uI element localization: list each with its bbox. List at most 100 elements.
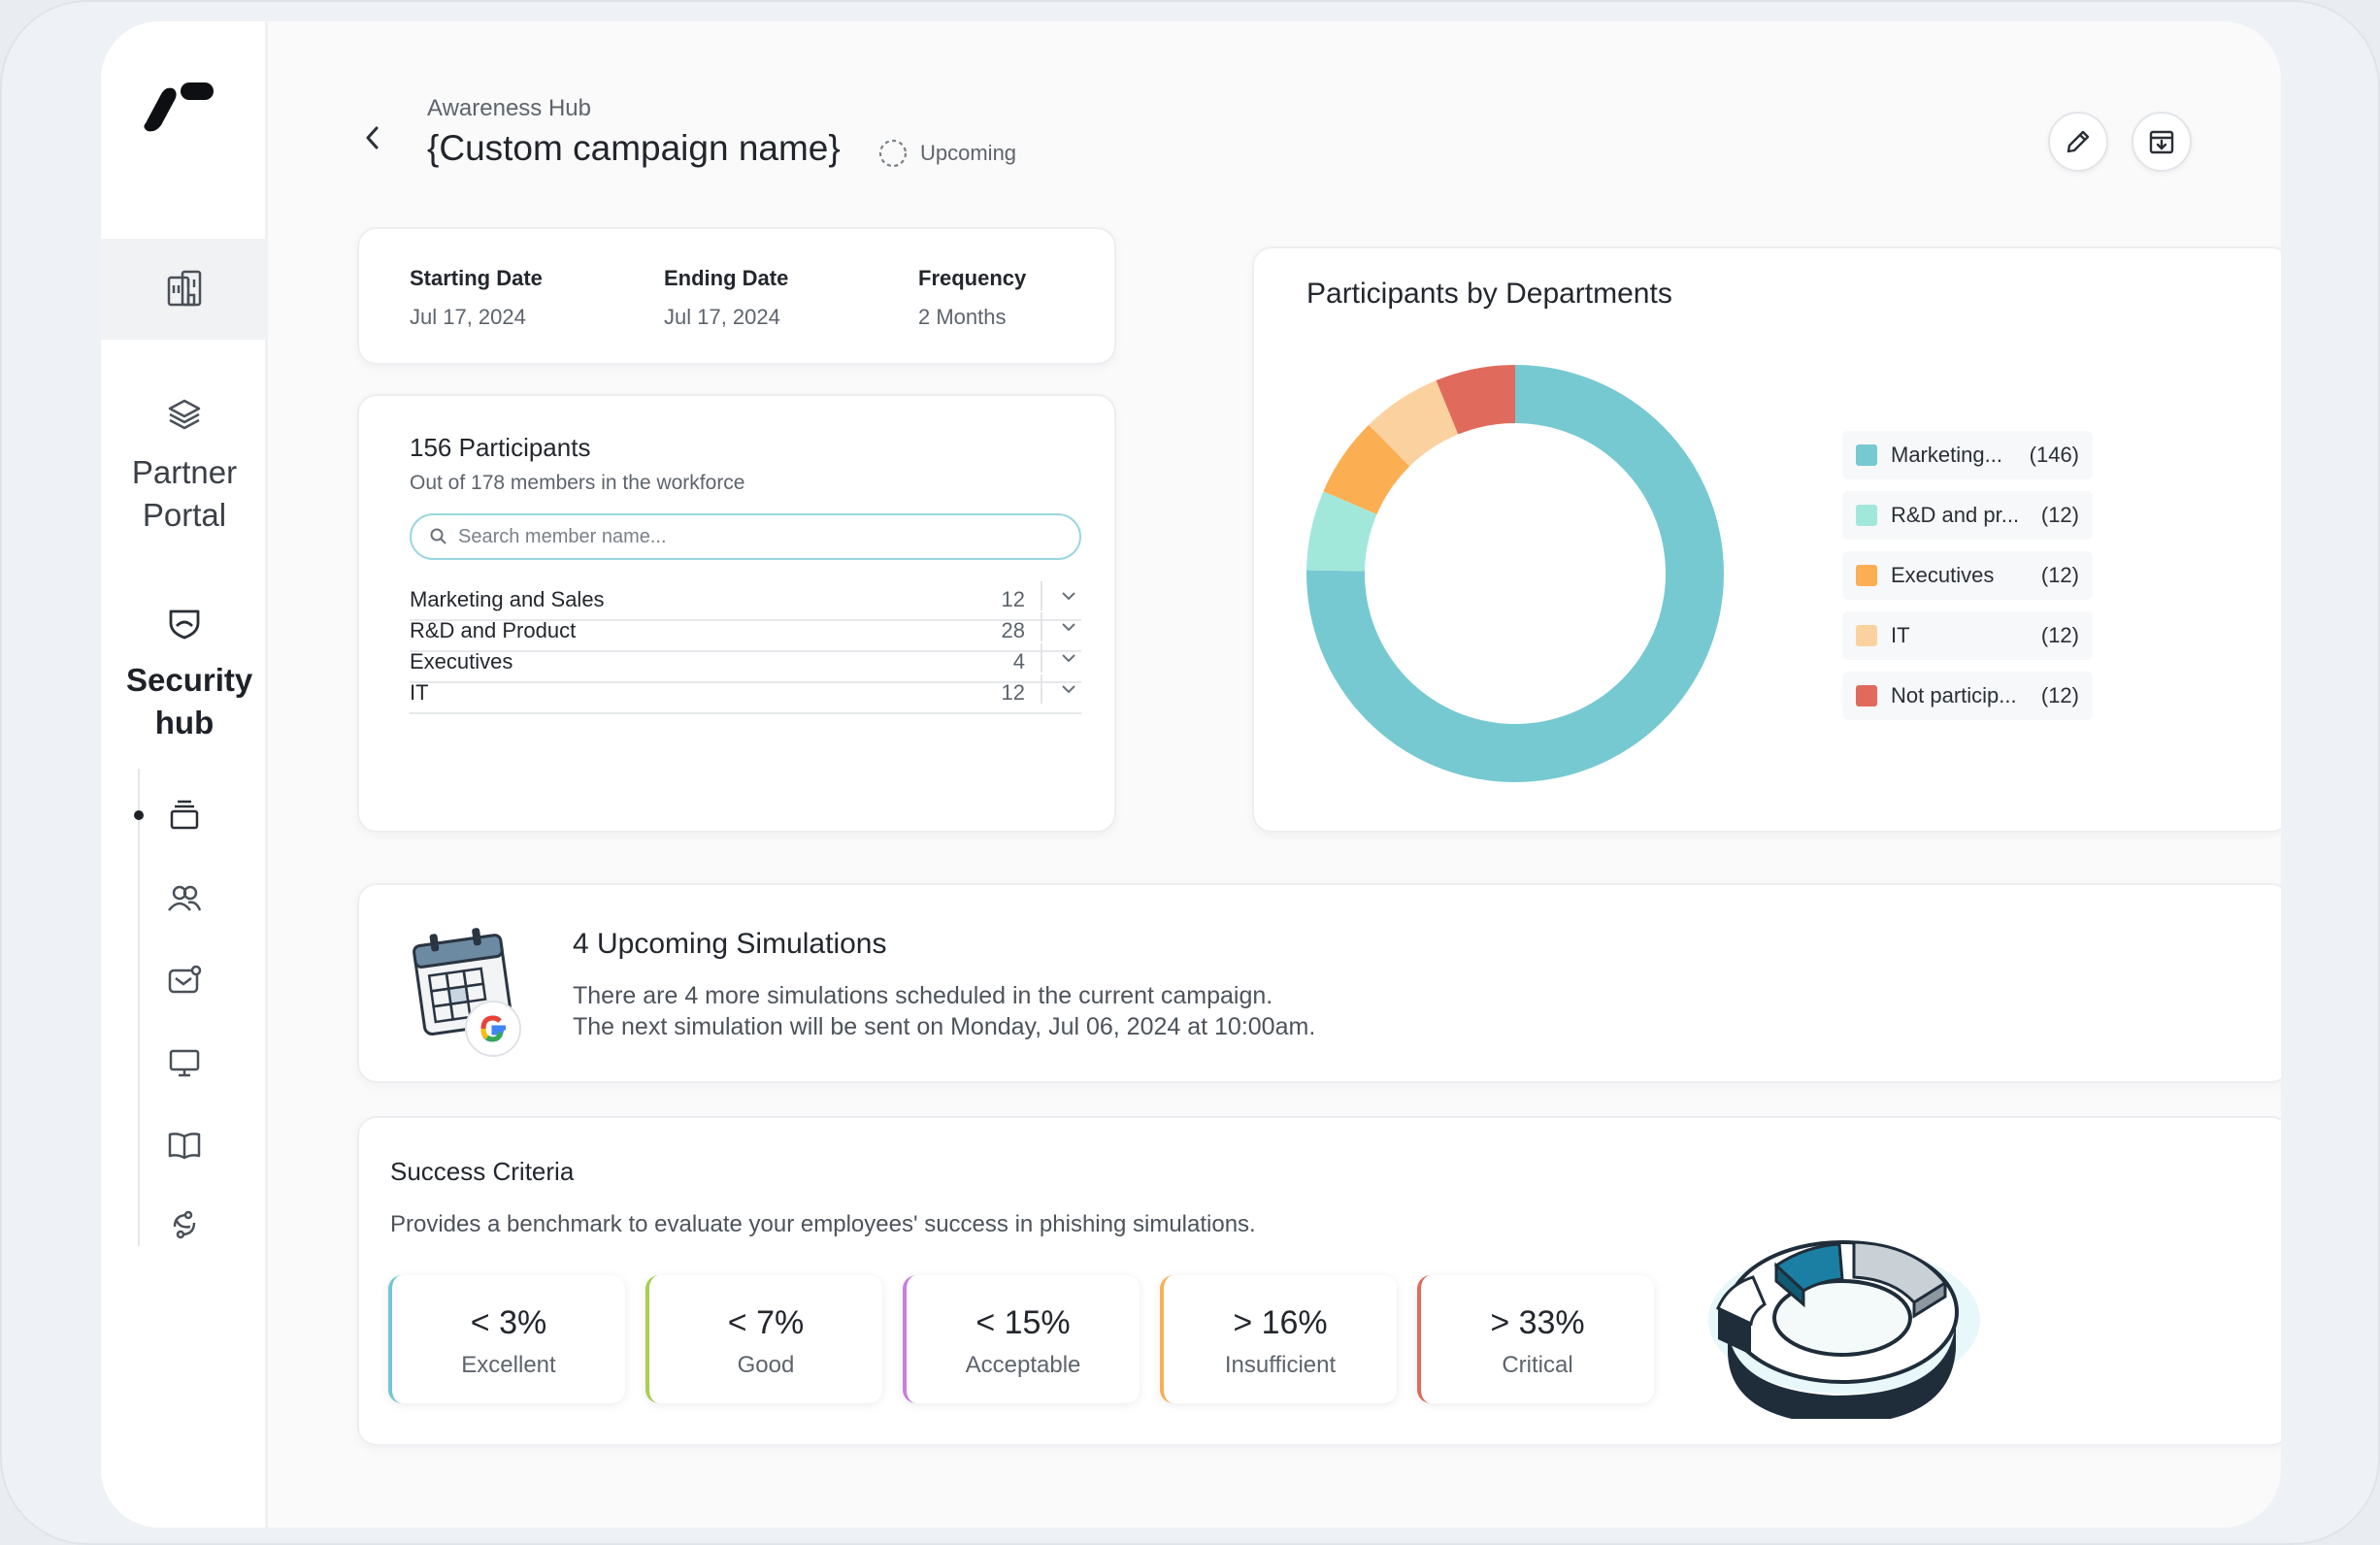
donut-slice-2[interactable] bbox=[1323, 424, 1410, 514]
frequency-value: 2 Months bbox=[918, 305, 1007, 329]
stack-icon bbox=[170, 800, 199, 830]
chevron-down-icon[interactable] bbox=[1056, 684, 1081, 694]
department-name: Marketing and Sales bbox=[410, 587, 605, 611]
users-icon bbox=[168, 885, 202, 911]
department-count: 4 bbox=[1012, 649, 1025, 674]
chevron-down-icon[interactable] bbox=[1056, 591, 1081, 601]
sidebar: Partner Portal Security hub bbox=[101, 21, 268, 1528]
success-title: Success Criteria bbox=[390, 1157, 575, 1186]
monitor-icon bbox=[169, 1049, 200, 1077]
legend-value: (12) bbox=[2040, 563, 2079, 587]
subnav-learning[interactable] bbox=[163, 1124, 206, 1167]
frequency-label: Frequency bbox=[918, 266, 1027, 290]
donut-slice-4[interactable] bbox=[1436, 365, 1515, 435]
legend-value: (12) bbox=[2040, 623, 2079, 647]
search-field[interactable] bbox=[410, 513, 1081, 560]
divider bbox=[1041, 581, 1042, 610]
criteria-percent: < 15% bbox=[975, 1304, 1071, 1341]
legend-label: R&D and pr... bbox=[1891, 503, 2020, 527]
legend-item[interactable]: Executives (12) bbox=[1842, 551, 2093, 600]
legend-item[interactable]: Marketing... (146) bbox=[1842, 431, 2093, 479]
department-row[interactable]: R&D and Product 28 bbox=[410, 604, 1081, 652]
department-row[interactable]: Marketing and Sales 12 bbox=[410, 573, 1081, 621]
legend-swatch bbox=[1856, 444, 1877, 466]
mail-notification-icon bbox=[168, 965, 202, 994]
department-row[interactable]: IT 12 bbox=[410, 666, 1081, 714]
ring-chart-illustration bbox=[1708, 1240, 1980, 1419]
simulations-title: 4 Upcoming Simulations bbox=[573, 928, 887, 960]
donut-slice-1[interactable] bbox=[1306, 491, 1377, 572]
chart-title: Participants by Departments bbox=[1306, 278, 1672, 310]
breadcrumb[interactable]: Awareness Hub bbox=[427, 95, 591, 121]
legend-swatch bbox=[1856, 565, 1877, 586]
criteria-label: Acceptable bbox=[965, 1352, 1081, 1378]
success-criteria-card: Success Criteria Provides a benchmark to… bbox=[357, 1116, 2281, 1446]
pencil-icon bbox=[2066, 130, 2090, 153]
donut-chart bbox=[1306, 365, 1724, 782]
legend-swatch bbox=[1856, 685, 1877, 707]
subnav-monitor[interactable] bbox=[163, 1041, 206, 1084]
success-description: Provides a benchmark to evaluate your em… bbox=[390, 1211, 1256, 1237]
sidebar-item-label: Security hub bbox=[126, 662, 253, 740]
brand-logo bbox=[144, 82, 214, 132]
page-title: {Custom campaign name} bbox=[427, 128, 841, 168]
subnav-mail[interactable] bbox=[163, 959, 206, 1002]
upcoming-simulations-card: 4 Upcoming Simulations There are 4 more … bbox=[357, 883, 2281, 1083]
divider bbox=[1041, 643, 1042, 673]
legend-item[interactable]: Not particip... (12) bbox=[1842, 672, 2093, 720]
status-text: Upcoming bbox=[920, 141, 1017, 165]
legend-item[interactable]: IT (12) bbox=[1842, 611, 2093, 660]
department-count: 28 bbox=[1001, 618, 1025, 642]
chevron-down-icon[interactable] bbox=[1056, 653, 1081, 663]
building-icon bbox=[167, 270, 202, 307]
criteria-percent: < 3% bbox=[470, 1304, 547, 1341]
legend-swatch bbox=[1856, 505, 1877, 526]
chevron-left-icon bbox=[366, 126, 379, 149]
legend-value: (146) bbox=[2029, 443, 2079, 467]
subnav-users[interactable] bbox=[163, 876, 206, 919]
divider bbox=[1041, 674, 1042, 704]
criteria-tile-excellent: < 3% Excellent bbox=[388, 1275, 625, 1403]
donut-slice-3[interactable] bbox=[1369, 380, 1459, 467]
legend-label: Marketing... bbox=[1891, 443, 2002, 467]
participants-subtitle: Out of 178 members in the workforce bbox=[410, 472, 745, 494]
campaign-dates-card: Starting Date Jul 17, 2024 Ending Date J… bbox=[357, 227, 1116, 365]
back-button[interactable] bbox=[353, 118, 392, 157]
dashed-circle-icon bbox=[878, 139, 908, 168]
criteria-tile-insufficient: > 16% Insufficient bbox=[1160, 1275, 1397, 1403]
sidebar-item-dashboard[interactable] bbox=[101, 239, 268, 340]
app-window: Partner Portal Security hub bbox=[101, 21, 2281, 1528]
criteria-tile-critical: > 33% Critical bbox=[1417, 1275, 1654, 1403]
subnav-line bbox=[138, 769, 140, 1246]
search-input[interactable] bbox=[458, 525, 1041, 548]
subnav-campaigns[interactable] bbox=[163, 794, 206, 837]
start-date-label: Starting Date bbox=[410, 266, 543, 290]
chevron-down-icon[interactable] bbox=[1056, 622, 1081, 632]
end-date-label: Ending Date bbox=[664, 266, 789, 290]
department-row[interactable]: Executives 4 bbox=[410, 635, 1081, 683]
sync-icon bbox=[173, 1210, 196, 1239]
shield-icon bbox=[169, 609, 200, 640]
criteria-label: Good bbox=[737, 1352, 795, 1378]
simulations-line-1: There are 4 more simulations scheduled i… bbox=[573, 982, 1273, 1009]
department-name: IT bbox=[410, 680, 429, 705]
start-date-value: Jul 17, 2024 bbox=[410, 305, 526, 329]
edit-button[interactable] bbox=[2048, 112, 2108, 172]
criteria-percent: > 33% bbox=[1490, 1304, 1585, 1341]
calendar-google-icon bbox=[413, 928, 521, 1057]
subnav-integrations[interactable] bbox=[163, 1203, 206, 1246]
legend-label: Executives bbox=[1891, 563, 1995, 587]
status-badge: Upcoming bbox=[877, 138, 1016, 169]
book-icon bbox=[168, 1133, 201, 1160]
download-button[interactable] bbox=[2132, 112, 2192, 172]
criteria-tile-good: < 7% Good bbox=[645, 1275, 882, 1403]
simulations-line-2: The next simulation will be sent on Mond… bbox=[573, 1013, 1316, 1040]
legend-label: IT bbox=[1891, 623, 1910, 647]
simulations-description: There are 4 more simulations scheduled i… bbox=[573, 980, 1315, 1042]
sidebar-item-partner-portal[interactable]: Partner Portal bbox=[101, 396, 268, 537]
criteria-percent: < 7% bbox=[727, 1304, 805, 1341]
participants-chart-card: Participants by Departments Marketing...… bbox=[1252, 247, 2281, 833]
legend-swatch bbox=[1856, 625, 1877, 646]
sidebar-item-security-hub[interactable]: Security hub bbox=[101, 604, 268, 744]
legend-item[interactable]: R&D and pr... (12) bbox=[1842, 491, 2093, 540]
